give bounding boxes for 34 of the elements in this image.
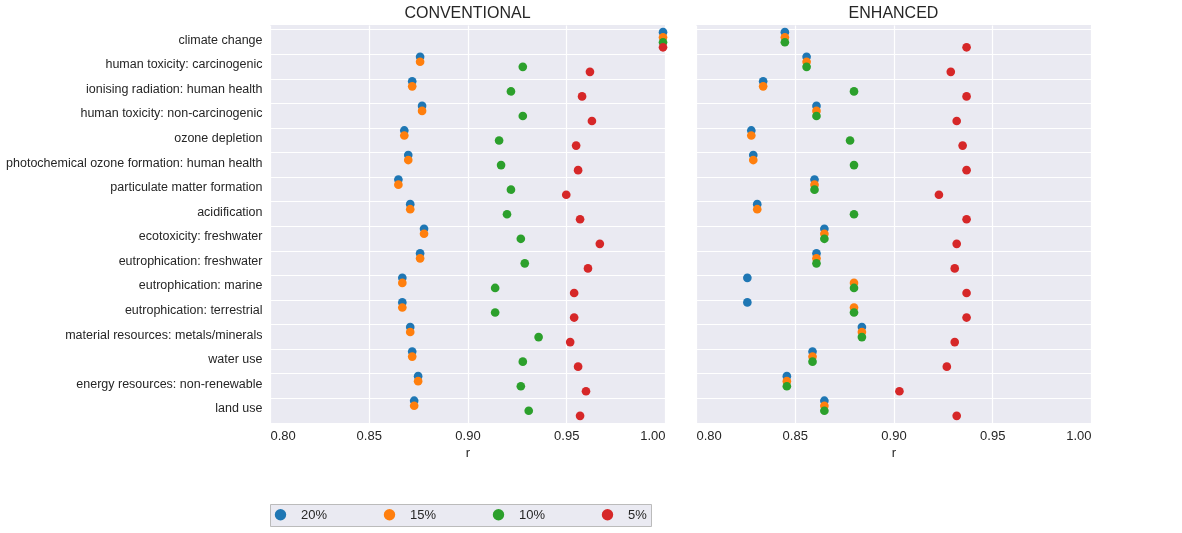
x-tick-label: 1.00 — [640, 427, 666, 443]
legend-label: 20% — [301, 506, 328, 522]
x-tick-label: 0.95 — [554, 427, 580, 443]
y-tick-label: human toxicity: carcinogenic — [105, 57, 263, 72]
y-tick-label: eutrophication: marine — [138, 278, 263, 293]
y-tick-label: eutrophication: freshwater — [118, 253, 263, 268]
x-axis-title: r — [891, 444, 897, 460]
x-tick-label: 0.90 — [881, 427, 907, 443]
x-tick-label: 0.85 — [356, 427, 382, 443]
y-tick-label: material resources: metals/minerals — [65, 327, 263, 342]
y-tick-label: climate change — [178, 32, 263, 47]
x-tick-label: 0.95 — [980, 427, 1006, 443]
y-tick-label: acidification — [197, 204, 263, 219]
chart-title: ENHANCED — [848, 4, 939, 21]
legend-label: 15% — [410, 506, 437, 522]
y-tick-label: water use — [207, 352, 263, 367]
legend-label: 10% — [519, 506, 546, 522]
x-tick-label: 0.90 — [455, 427, 481, 443]
x-tick-label: 0.80 — [270, 427, 296, 443]
chart-title: CONVENTIONAL — [404, 4, 531, 21]
y-tick-label: ozone depletion — [174, 131, 263, 146]
y-tick-label: energy resources: non-renewable — [76, 376, 263, 391]
x-tick-label: 0.80 — [696, 427, 722, 443]
y-tick-label: particulate matter formation — [110, 180, 263, 195]
y-tick-label: ecotoxicity: freshwater — [138, 229, 263, 244]
y-tick-label: land use — [215, 401, 263, 416]
x-tick-label: 0.85 — [782, 427, 808, 443]
x-axis-title: r — [465, 444, 471, 460]
y-tick-label: eutrophication: terrestrial — [124, 302, 263, 317]
x-tick-label: 1.00 — [1066, 427, 1092, 443]
y-tick-label: ionising radiation: human health — [85, 81, 263, 96]
y-tick-label: human toxicity: non-carcinogenic — [80, 106, 263, 121]
legend-label: 5% — [628, 506, 648, 522]
y-tick-label: photochemical ozone formation: human health — [6, 155, 263, 170]
